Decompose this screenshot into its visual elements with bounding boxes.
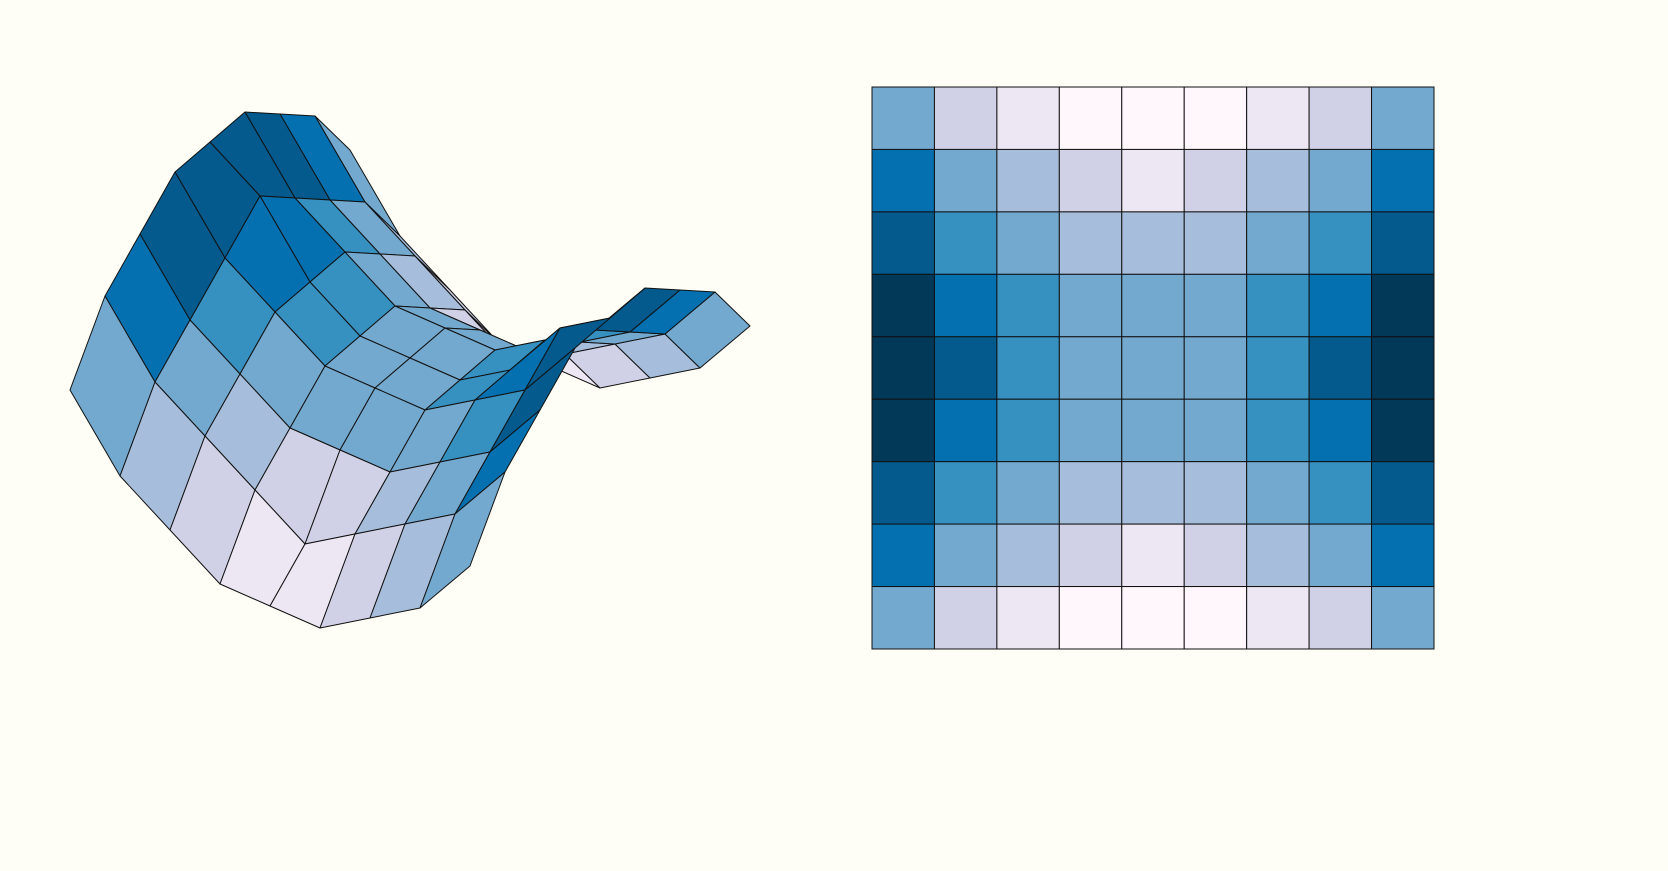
heatmap-cell: [1058, 211, 1123, 275]
heatmap-cell: [1246, 273, 1310, 338]
heatmap-cell: [1308, 211, 1373, 275]
heatmap-cell: [1183, 273, 1248, 338]
heatmap-cell: [871, 148, 935, 213]
heatmap-cell: [1058, 398, 1123, 463]
heatmap-cell: [1058, 148, 1123, 213]
surface-plot: [69, 111, 751, 629]
heatmap-cell: [933, 211, 998, 275]
heatmap-cell: [933, 148, 998, 213]
heatmap-cell: [1246, 586, 1310, 650]
heatmap-cell: [996, 336, 1060, 400]
heatmap-cell: [1308, 148, 1373, 213]
heatmap-cell: [996, 398, 1060, 463]
heatmap-cell: [996, 86, 1060, 150]
heatmap-cell: [1058, 86, 1123, 150]
heatmap-cell: [1183, 586, 1248, 650]
heatmap-cell: [933, 461, 998, 525]
heatmap-cell: [871, 523, 935, 588]
heatmap-cell: [1246, 398, 1310, 463]
heatmap-cell: [933, 86, 998, 150]
heatmap-cell: [1371, 398, 1435, 463]
heatmap-cell: [1058, 273, 1123, 338]
heatmap-cell: [1308, 273, 1373, 338]
heatmap-cell: [1246, 336, 1310, 400]
heatmap-cell: [996, 211, 1060, 275]
heatmap-cell: [1246, 86, 1310, 150]
heatmap-cell: [1371, 211, 1435, 275]
heatmap-cell: [1121, 148, 1185, 213]
heatmap-cell: [1121, 523, 1185, 588]
heatmap-cell: [933, 523, 998, 588]
heatmap-cell: [1058, 523, 1123, 588]
heatmap-cell: [1121, 211, 1185, 275]
heatmap-cell: [1183, 148, 1248, 213]
heatmap-cell: [933, 273, 998, 338]
heatmap-cell: [1121, 586, 1185, 650]
heatmap-cell: [871, 586, 935, 650]
heatmap-cell: [933, 398, 998, 463]
heatmap-cell: [1308, 523, 1373, 588]
heatmap-cell: [996, 461, 1060, 525]
heatmap-cell: [1308, 336, 1373, 400]
heatmap-cell: [871, 273, 935, 338]
heatmap-cell: [996, 523, 1060, 588]
heatmap-cell: [1058, 336, 1123, 400]
heatmap-cell: [871, 336, 935, 400]
heatmap-cell: [1183, 523, 1248, 588]
heatmap-cell: [1121, 86, 1185, 150]
heatmap-cell: [1121, 461, 1185, 525]
heatmap-cell: [1371, 86, 1435, 150]
heatmap-cell: [1183, 336, 1248, 400]
heatmap-cell: [1371, 273, 1435, 338]
heatmap-cell: [1308, 398, 1373, 463]
heatmap-cell: [1183, 211, 1248, 275]
heatmap-cell: [1121, 398, 1185, 463]
heatmap-cell: [1308, 461, 1373, 525]
heatmap-cell: [1308, 86, 1373, 150]
heatmap-cell: [1121, 273, 1185, 338]
heatmap-cell: [1058, 586, 1123, 650]
heatmap-cell: [871, 461, 935, 525]
heatmap-cell: [996, 586, 1060, 650]
heatmap-cell: [996, 273, 1060, 338]
heatmap-cell: [1058, 461, 1123, 525]
heatmap-cell: [1246, 148, 1310, 213]
heatmap-cell: [1371, 336, 1435, 400]
heatmap-cell: [1183, 398, 1248, 463]
surface-face: [419, 471, 506, 609]
heatmap-cell: [1371, 461, 1435, 525]
heatmap-cell: [1371, 148, 1435, 213]
heatmap-cell: [933, 336, 998, 400]
heatmap-cell: [871, 211, 935, 275]
heatmap-cell: [1183, 461, 1248, 525]
heatmap-cell: [1371, 586, 1435, 650]
heatmap-cell: [996, 148, 1060, 213]
heatmap-cell: [1246, 461, 1310, 525]
heatmap-cell: [1371, 523, 1435, 588]
heatmap-cell: [1121, 336, 1185, 400]
heatmap-cell: [1246, 523, 1310, 588]
heatmap-cell: [933, 586, 998, 650]
heatmap-cell: [1246, 211, 1310, 275]
heatmap-cell: [871, 86, 935, 150]
heatmap-cell: [1183, 86, 1248, 150]
heatmap-cell: [871, 398, 935, 463]
heatmap-cell: [1308, 586, 1373, 650]
heatmap-plot: [871, 86, 1435, 650]
